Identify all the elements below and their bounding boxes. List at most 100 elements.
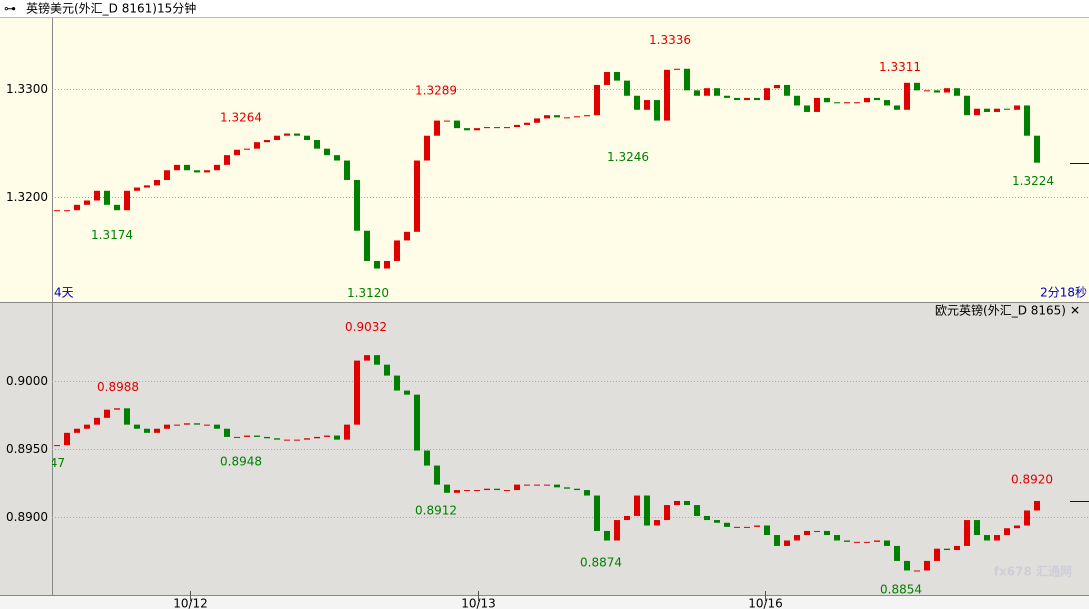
candle <box>1004 108 1010 110</box>
candle <box>244 148 250 150</box>
candle <box>684 500 690 506</box>
candle <box>704 515 710 521</box>
candle <box>824 530 830 536</box>
candle <box>54 445 60 447</box>
candle <box>314 140 320 149</box>
title-bar <box>0 0 1089 18</box>
candle <box>944 548 950 551</box>
candle <box>734 97 740 101</box>
candle <box>924 560 930 571</box>
candle <box>234 436 240 438</box>
candle <box>454 120 460 129</box>
candle <box>444 120 450 122</box>
candle <box>524 484 530 486</box>
candle <box>764 88 770 101</box>
plot-area: 1.3174 1.3264 1.3120 1.3289 1.3246 1.3336 1.33… <box>52 33 1089 300</box>
candle <box>354 179 360 231</box>
candle <box>294 133 300 136</box>
annotation: 0.8920 <box>1011 473 1053 487</box>
annotation: 1.3336 <box>649 33 691 47</box>
candle <box>904 82 910 110</box>
candle <box>564 487 570 489</box>
chart-title: 欧元英镑(外汇_D 8165) <box>935 303 1066 318</box>
candle <box>844 102 850 104</box>
candle <box>704 88 710 96</box>
candle <box>594 84 600 116</box>
candle <box>214 424 220 429</box>
candle <box>614 71 620 81</box>
candle <box>904 560 910 571</box>
link-icon: ⊶ <box>4 2 16 16</box>
annotation: 0.8874 <box>580 555 622 569</box>
candle <box>724 95 730 98</box>
candle <box>914 570 920 572</box>
candle <box>494 488 500 491</box>
candle <box>624 515 630 521</box>
candle <box>734 526 740 528</box>
candle <box>604 530 610 541</box>
candle <box>1024 510 1030 526</box>
candle <box>784 84 790 96</box>
candle <box>74 428 80 433</box>
candle <box>284 439 290 441</box>
candle <box>274 135 280 141</box>
close-button[interactable]: ✕ <box>1070 304 1080 318</box>
candle <box>484 127 490 129</box>
candle <box>874 97 880 101</box>
candle <box>634 95 640 110</box>
candle <box>74 204 80 211</box>
candle <box>524 122 530 125</box>
y-tick-label: 1.3300 <box>6 82 48 96</box>
candle <box>194 423 200 425</box>
y-tick-label: 1.3200 <box>6 190 48 204</box>
candle <box>854 541 860 543</box>
candle <box>84 200 90 205</box>
candle <box>804 105 810 112</box>
candle <box>384 364 390 376</box>
candle <box>574 116 580 118</box>
candle <box>584 115 590 117</box>
candle <box>634 495 640 516</box>
annotation: 0.8854 <box>880 583 922 597</box>
panel-background <box>0 302 1089 595</box>
candle <box>94 417 100 425</box>
candle <box>234 149 240 156</box>
candle <box>664 69 670 121</box>
candle <box>214 164 220 171</box>
candle <box>914 82 920 91</box>
candle <box>754 97 760 101</box>
candle <box>874 540 880 542</box>
annotation: 0.9032 <box>345 320 387 334</box>
candle <box>114 204 120 211</box>
annotation: 0.8912 <box>415 503 457 517</box>
candle <box>924 90 930 92</box>
x-axis-background <box>0 595 1089 609</box>
candle <box>474 490 480 492</box>
candle <box>544 115 550 119</box>
candle <box>534 484 540 486</box>
candle <box>644 495 650 526</box>
candle <box>134 424 140 429</box>
watermark: fx678 汇通网 <box>994 564 1072 579</box>
plot-area: 0.8947 0.8988 0.8948 0.9032 0.8912 0.8874 0.88… <box>52 320 1089 597</box>
candle <box>654 520 660 526</box>
candle <box>274 438 280 440</box>
candle <box>414 394 420 451</box>
candle <box>394 375 400 391</box>
candle <box>744 526 750 528</box>
candle <box>174 424 180 426</box>
candle <box>64 432 70 446</box>
candle <box>794 535 800 541</box>
annotation: 1.3224 <box>1012 174 1054 188</box>
candle <box>954 545 960 551</box>
y-tick-label: 0.8950 <box>6 442 48 456</box>
annotation: 1.3120 <box>347 286 389 300</box>
annotation: 1.3311 <box>879 60 921 74</box>
candle <box>344 160 350 180</box>
candle <box>424 135 430 161</box>
candle <box>324 435 330 437</box>
candle <box>624 80 630 96</box>
candle <box>554 484 560 488</box>
candle <box>164 170 170 180</box>
candle <box>454 490 460 493</box>
